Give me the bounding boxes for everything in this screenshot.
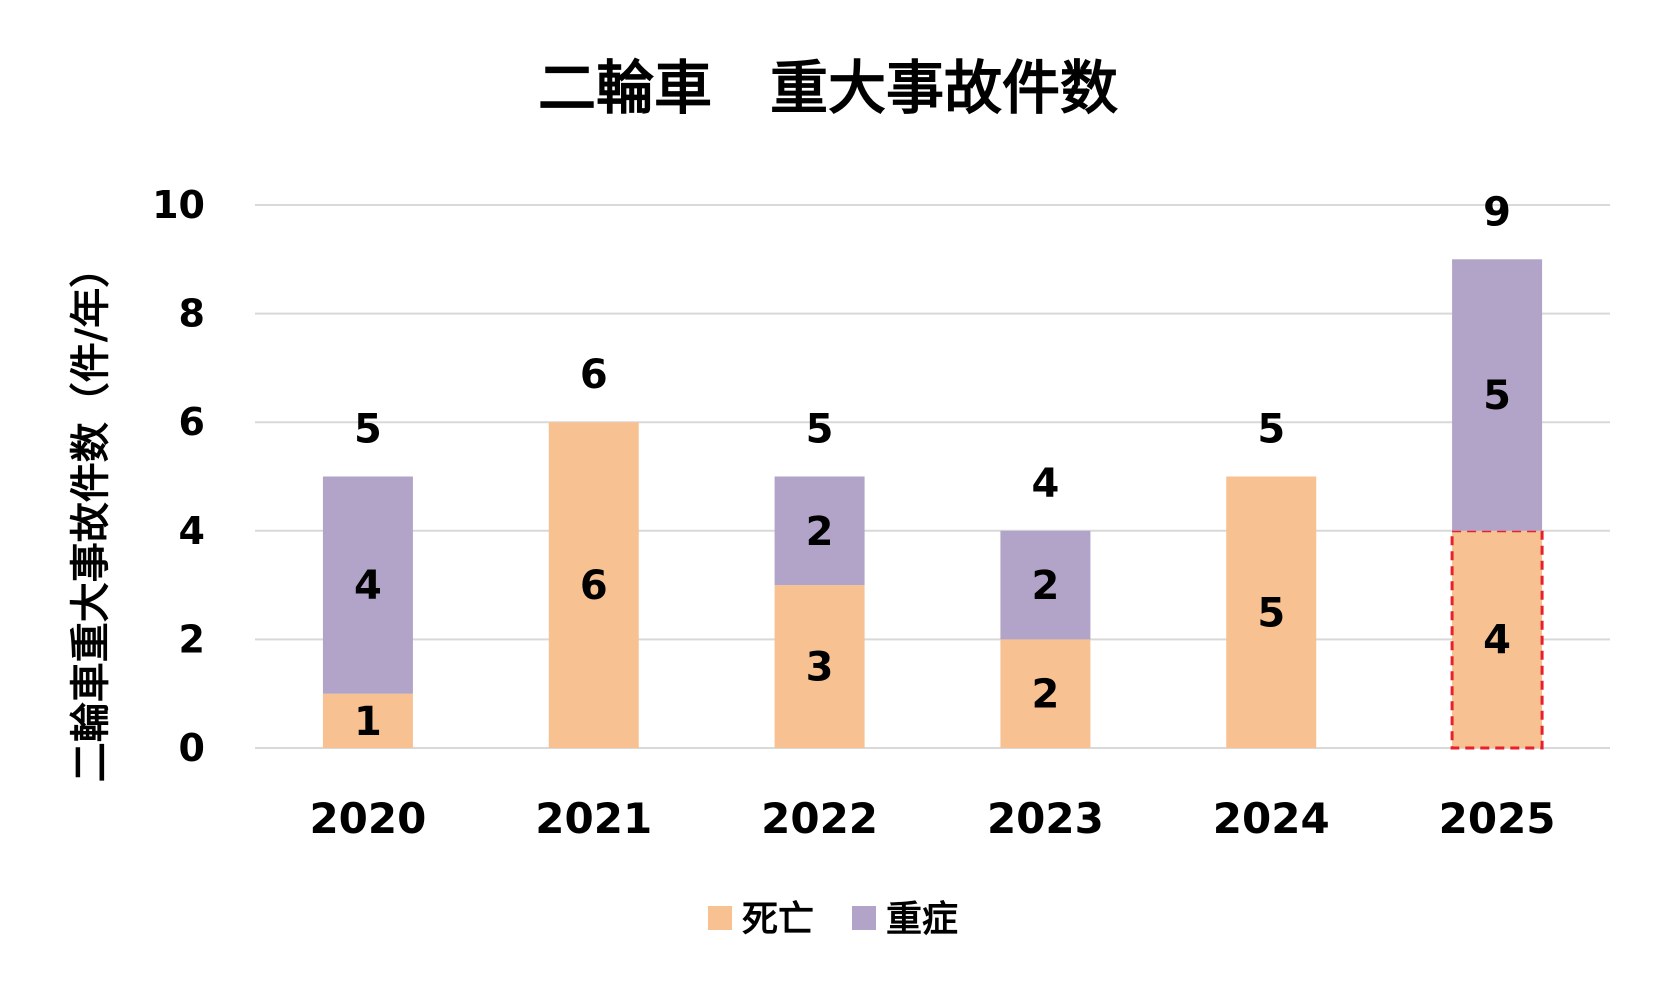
bar-segment-死亡 [1450, 529, 1544, 750]
total-value-label: 9 [1483, 189, 1511, 235]
bar-segment-重症 [322, 476, 413, 694]
bar-segment-死亡 [774, 585, 865, 748]
segment-value-label: 5 [1257, 590, 1285, 636]
x-tick-label: 2024 [1213, 794, 1330, 843]
y-tick-label: 8 [179, 292, 205, 336]
segment-value-label: 2 [1031, 672, 1059, 718]
segment-value-label: 5 [1483, 373, 1511, 419]
y-tick-label: 10 [152, 183, 205, 227]
chart-title: 二輪車 重大事故件数 [538, 54, 1118, 122]
legend-swatch [708, 906, 732, 930]
x-tick-label: 2021 [535, 794, 652, 843]
legend-swatch [852, 906, 876, 930]
y-tick-label: 6 [179, 400, 205, 444]
segment-value-label: 3 [806, 645, 834, 691]
bars [322, 259, 1544, 750]
x-axis-ticks: 2020 2021 2022 2023 2024 2025 [309, 794, 1555, 843]
total-value-label: 5 [1257, 407, 1285, 453]
legend-label: 死亡 [742, 899, 814, 940]
segment-value-label: 6 [580, 563, 608, 609]
gridlines [255, 204, 1610, 749]
bar-segment-重症 [1452, 259, 1543, 531]
x-tick-label: 2023 [987, 794, 1104, 843]
y-tick-label: 4 [179, 509, 205, 553]
x-tick-label: 2025 [1439, 794, 1556, 843]
bar-segment-死亡 [322, 693, 413, 748]
y-axis-ticks: 0 2 4 6 8 10 [152, 183, 205, 770]
bar-segment-死亡 [1226, 476, 1317, 748]
y-tick-label: 2 [179, 617, 205, 661]
total-value-label: 6 [580, 352, 608, 398]
total-value-label: 5 [806, 407, 834, 453]
bar-segment-重症 [774, 476, 865, 586]
total-value-label: 5 [354, 407, 382, 453]
x-tick-label: 2022 [761, 794, 878, 843]
bar-segment-死亡 [548, 422, 639, 748]
y-axis-label: 二輪車重大事故件数（件/年） [68, 248, 114, 783]
legend-label: 重症 [886, 899, 958, 940]
bar-labels: 1 4 5 6 6 3 2 5 2 2 4 5 5 4 5 9 [354, 189, 1511, 745]
segment-value-label: 4 [1483, 617, 1511, 663]
x-tick-label: 2020 [309, 794, 426, 843]
segment-value-label: 1 [354, 699, 382, 745]
bar-segment-重症 [1000, 530, 1091, 640]
y-tick-label: 0 [179, 726, 205, 770]
bar-segment-死亡 [1000, 639, 1091, 748]
segment-value-label: 2 [1031, 563, 1059, 609]
total-value-label: 4 [1031, 461, 1059, 507]
segment-value-label: 2 [806, 509, 834, 555]
segment-value-label: 4 [354, 563, 382, 609]
legend: 死亡 重症 [708, 899, 958, 940]
